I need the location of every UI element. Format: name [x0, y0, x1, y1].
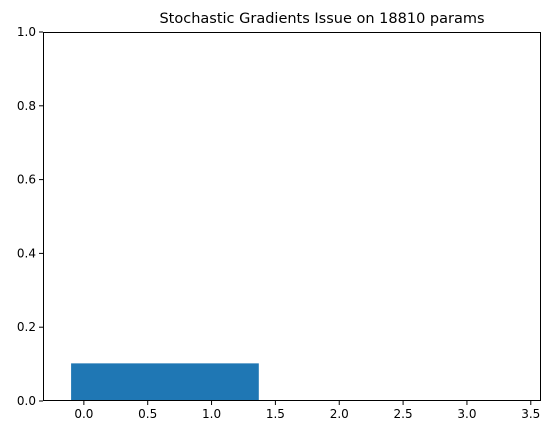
x-tick-label: 2.0 [330, 407, 349, 421]
x-axis-ticks: 0.0 0.5 1.0 1.5 2.0 2.5 3.0 3.5 [74, 401, 540, 421]
chart-title: Stochastic Gradients Issue on 18810 para… [159, 11, 484, 27]
x-tick-label: 1.0 [202, 407, 221, 421]
y-tick-label: 0.6 [17, 173, 36, 187]
y-axis-ticks: 0.0 0.2 0.4 0.6 0.8 1.0 [17, 25, 43, 408]
y-tick-label: 1.0 [17, 25, 36, 39]
x-tick-label: 2.5 [394, 407, 413, 421]
y-tick-label: 0.8 [17, 99, 36, 113]
x-tick-label: 1.5 [266, 407, 285, 421]
x-tick-label: 3.5 [521, 407, 540, 421]
y-tick-label: 0.2 [17, 320, 36, 334]
bar-0 [71, 363, 259, 401]
x-tick-label: 3.0 [457, 407, 476, 421]
x-tick-label: 0.5 [138, 407, 157, 421]
plot-frame [43, 32, 541, 401]
bars-layer [71, 363, 259, 401]
x-tick-label: 0.0 [74, 407, 93, 421]
axes-layer [43, 32, 541, 401]
y-tick-label: 0.4 [17, 246, 36, 260]
y-tick-label: 0.0 [17, 394, 36, 408]
